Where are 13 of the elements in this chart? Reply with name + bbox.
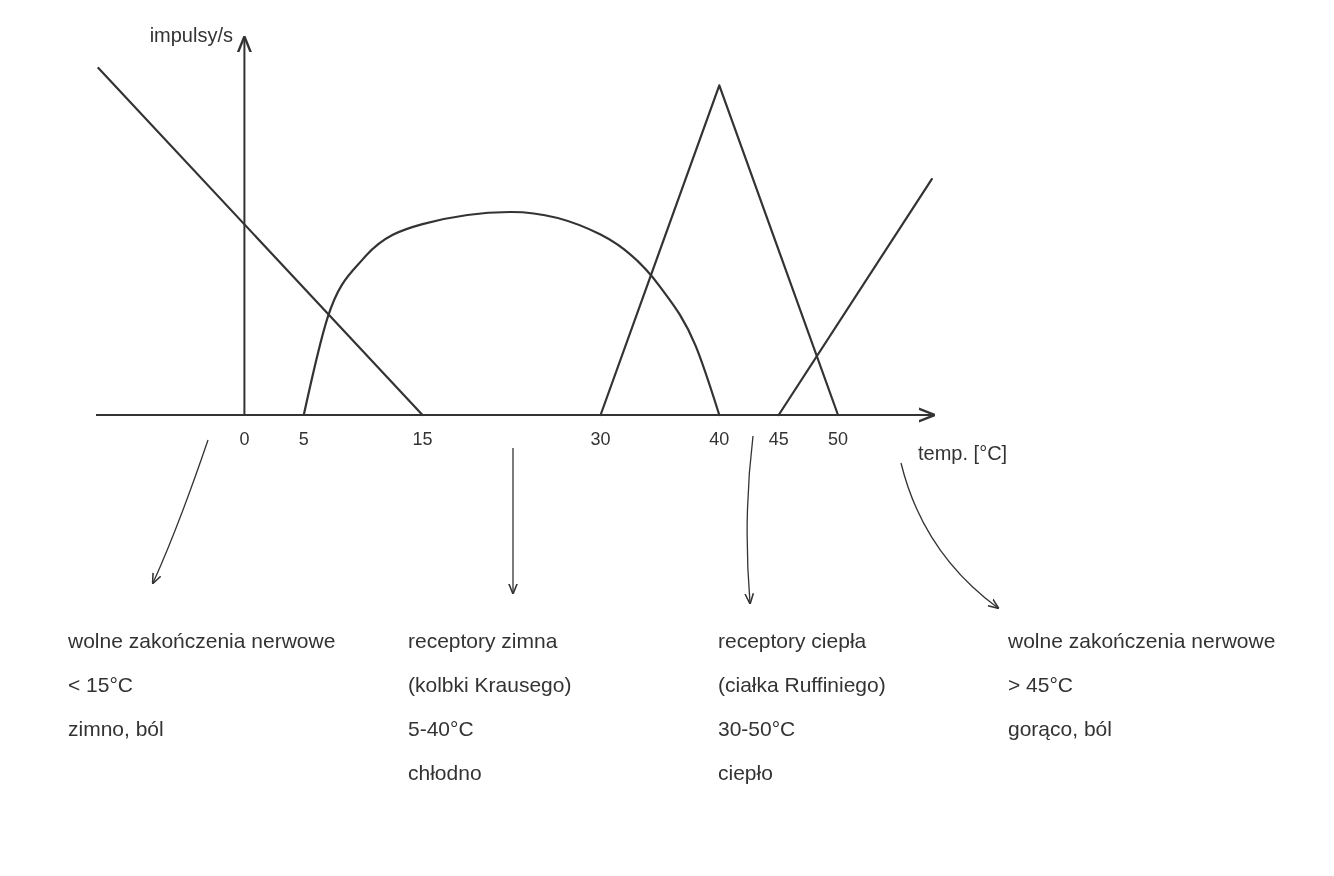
- text: receptory ciepła (ciałka Ruffiniego) 30-50°C ciepło: [718, 629, 886, 784]
- text: wolne zakończenia nerwowe < 15°C zimno, ból: [67, 629, 336, 740]
- x-tick-label: 40: [709, 429, 730, 449]
- x-tick-label: 45: [768, 429, 789, 449]
- text: wolne zakończenia nerwowe > 45°C gorąco, ból: [1007, 629, 1276, 740]
- x-axis-title: temp. [°C]: [918, 442, 1008, 464]
- x-tick-label: 5: [298, 429, 309, 449]
- y-axis-title: impulsy/s: [149, 24, 233, 47]
- x-tick-label: 50: [828, 429, 849, 449]
- x-tick-label: 15: [412, 429, 433, 449]
- x-tick-label: 30: [590, 429, 611, 449]
- text: receptory zimna (kolbki Krausego) 5-40°C chłodno: [408, 629, 572, 784]
- x-tick-label: 0: [239, 429, 250, 449]
